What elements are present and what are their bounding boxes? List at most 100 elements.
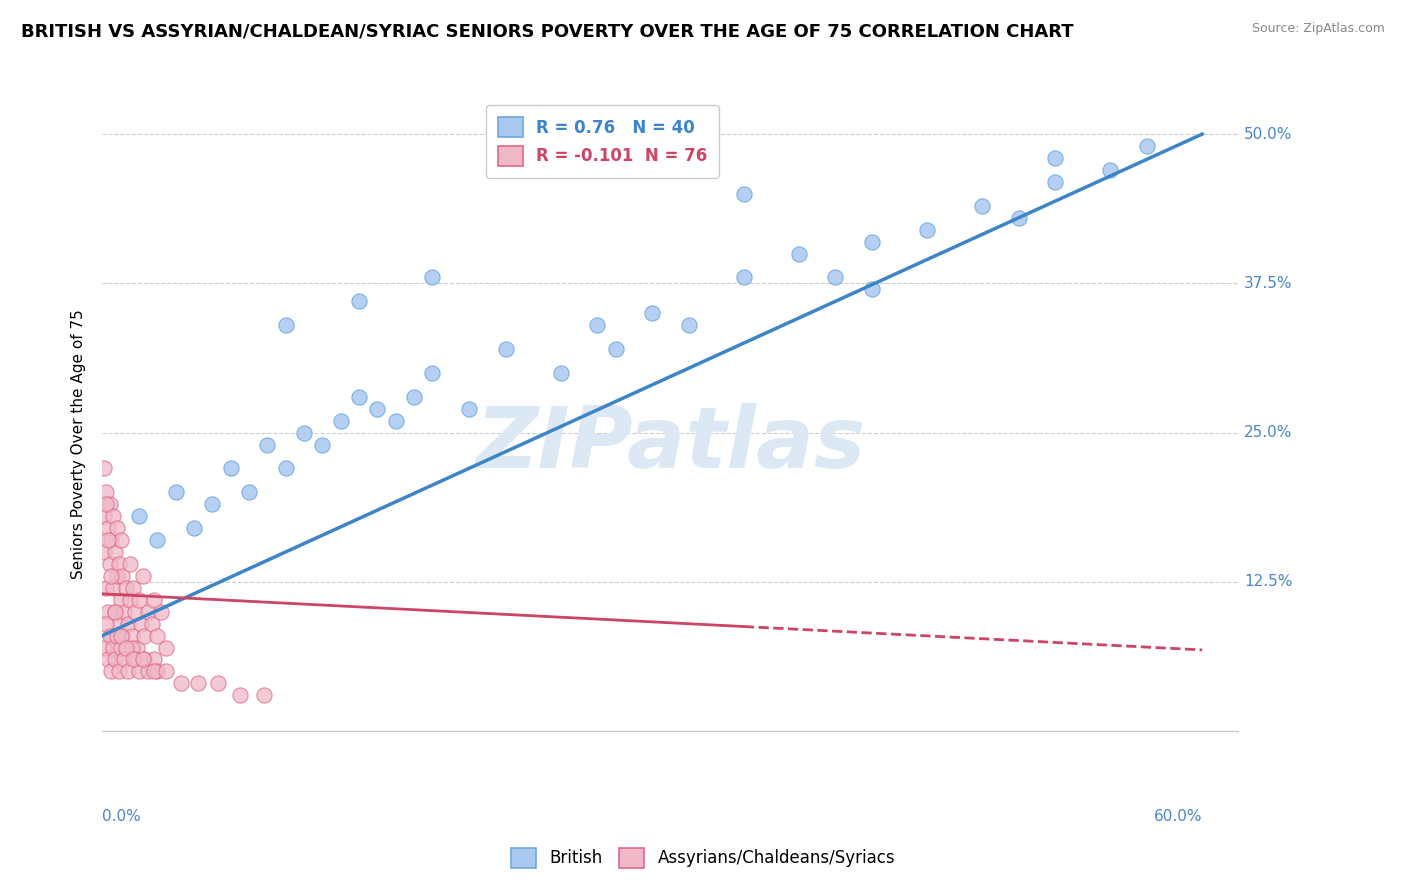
Text: 50.0%: 50.0% xyxy=(1244,127,1292,142)
Point xyxy=(131,569,153,583)
Point xyxy=(117,665,139,679)
Point xyxy=(860,282,883,296)
Point xyxy=(824,270,846,285)
Point xyxy=(170,676,193,690)
Point xyxy=(146,629,169,643)
Point xyxy=(112,605,135,619)
Point xyxy=(136,605,159,619)
Point xyxy=(1008,211,1031,225)
Point xyxy=(94,497,117,511)
Point xyxy=(93,640,115,655)
Point xyxy=(117,616,139,631)
Point xyxy=(274,461,297,475)
Point xyxy=(100,569,122,583)
Point xyxy=(122,652,145,666)
Point xyxy=(94,485,117,500)
Point xyxy=(146,665,169,679)
Point xyxy=(97,652,120,666)
Point xyxy=(641,306,664,320)
Point xyxy=(128,665,150,679)
Point xyxy=(586,318,609,333)
Point xyxy=(311,437,333,451)
Point xyxy=(915,222,938,236)
Point xyxy=(121,629,143,643)
Point xyxy=(1045,151,1067,165)
Point xyxy=(93,509,115,524)
Point xyxy=(142,592,165,607)
Point xyxy=(100,665,122,679)
Point xyxy=(329,414,352,428)
Point xyxy=(420,366,443,380)
Text: Source: ZipAtlas.com: Source: ZipAtlas.com xyxy=(1251,22,1385,36)
Point xyxy=(111,629,134,643)
Point xyxy=(186,676,208,690)
Point xyxy=(128,592,150,607)
Point xyxy=(124,652,146,666)
Point xyxy=(860,235,883,249)
Point xyxy=(142,652,165,666)
Point xyxy=(111,569,134,583)
Text: 37.5%: 37.5% xyxy=(1244,276,1292,291)
Point xyxy=(110,592,132,607)
Point xyxy=(292,425,315,440)
Point xyxy=(110,629,132,643)
Point xyxy=(256,437,278,451)
Point xyxy=(110,533,132,547)
Point xyxy=(125,640,148,655)
Point xyxy=(104,605,127,619)
Point xyxy=(98,557,121,571)
Point xyxy=(128,509,150,524)
Point xyxy=(122,581,145,595)
Point xyxy=(100,533,122,547)
Point xyxy=(142,665,165,679)
Point xyxy=(678,318,700,333)
Text: BRITISH VS ASSYRIAN/CHALDEAN/SYRIAC SENIORS POVERTY OVER THE AGE OF 75 CORRELATI: BRITISH VS ASSYRIAN/CHALDEAN/SYRIAC SENI… xyxy=(21,22,1074,40)
Point xyxy=(165,485,187,500)
Text: 12.5%: 12.5% xyxy=(1244,574,1292,590)
Point xyxy=(105,521,128,535)
Point xyxy=(103,640,125,655)
Point xyxy=(121,640,143,655)
Point xyxy=(107,665,129,679)
Point xyxy=(93,545,115,559)
Point xyxy=(134,652,156,666)
Point xyxy=(733,186,755,201)
Point xyxy=(118,592,141,607)
Legend: British, Assyrians/Chaldeans/Syriacs: British, Assyrians/Chaldeans/Syriacs xyxy=(505,841,901,875)
Point xyxy=(252,688,274,702)
Point xyxy=(104,545,127,559)
Point xyxy=(136,665,159,679)
Text: 25.0%: 25.0% xyxy=(1244,425,1292,440)
Point xyxy=(141,616,163,631)
Text: ZIPatlas: ZIPatlas xyxy=(475,403,866,486)
Point xyxy=(347,390,370,404)
Point xyxy=(155,665,177,679)
Point xyxy=(98,629,121,643)
Point xyxy=(146,533,169,547)
Point xyxy=(1045,175,1067,189)
Point xyxy=(103,581,125,595)
Point xyxy=(110,640,132,655)
Point xyxy=(787,246,810,260)
Point xyxy=(134,629,156,643)
Point xyxy=(104,652,127,666)
Text: 60.0%: 60.0% xyxy=(1154,809,1202,823)
Point xyxy=(219,461,242,475)
Y-axis label: Seniors Poverty Over the Age of 75: Seniors Poverty Over the Age of 75 xyxy=(72,310,86,580)
Point xyxy=(97,533,120,547)
Point xyxy=(228,688,250,702)
Point xyxy=(129,616,152,631)
Point xyxy=(183,521,205,535)
Point xyxy=(495,342,517,356)
Point xyxy=(98,497,121,511)
Point xyxy=(366,401,388,416)
Point xyxy=(402,390,425,404)
Point xyxy=(972,199,994,213)
Point xyxy=(131,652,153,666)
Point xyxy=(207,676,229,690)
Point xyxy=(1099,163,1122,178)
Point xyxy=(94,616,117,631)
Point xyxy=(107,557,129,571)
Point xyxy=(384,414,406,428)
Point xyxy=(605,342,627,356)
